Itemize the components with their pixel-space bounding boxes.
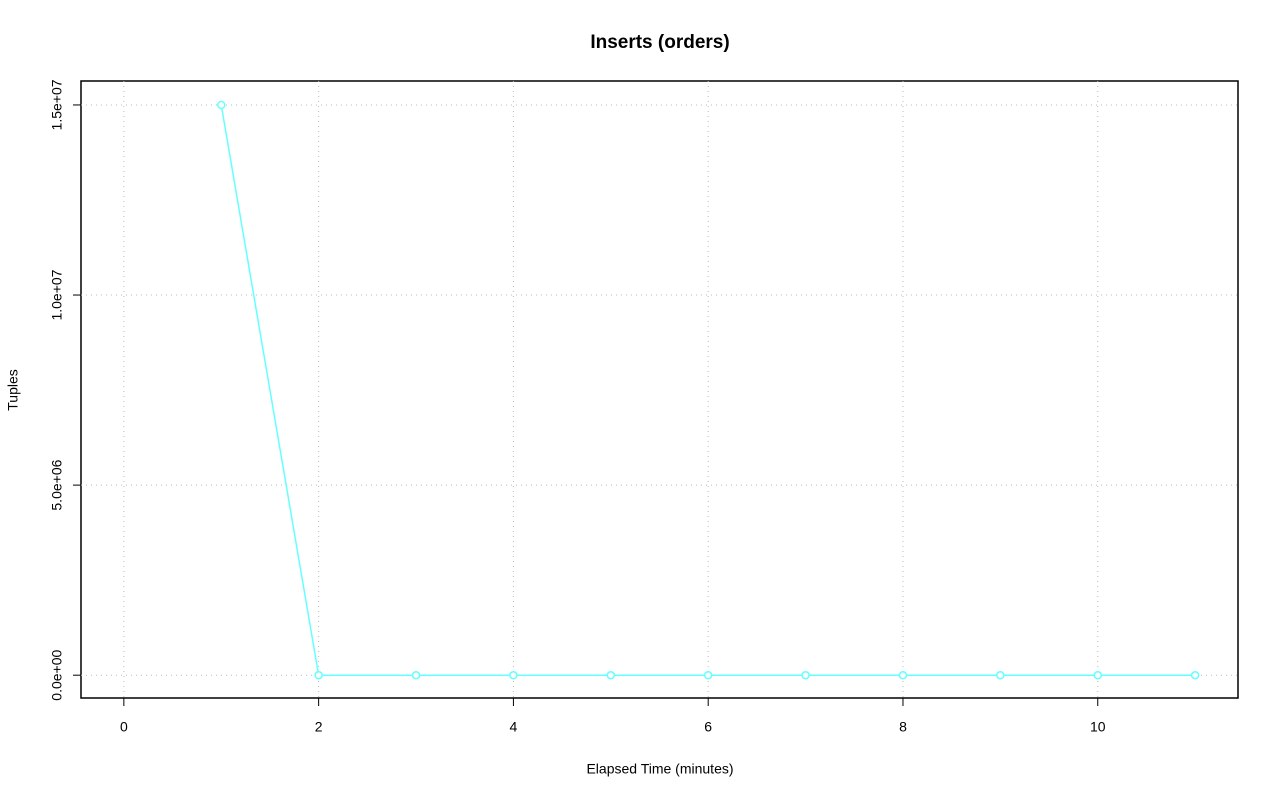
y-axis-label: Tuples: [5, 369, 21, 411]
data-point: [606, 670, 616, 680]
chart-title: Inserts (orders): [590, 32, 729, 53]
data-point: [411, 670, 421, 680]
y-tick-label: 1.5e+07: [49, 79, 65, 130]
data-point: [314, 670, 323, 680]
y-tick-label: 0.0e+00: [49, 649, 65, 700]
data-point: [1190, 670, 1200, 680]
data-point: [801, 670, 810, 680]
series-line: [220, 104, 1196, 676]
data-point: [216, 100, 226, 110]
data-point: [703, 670, 713, 680]
data-point: [898, 670, 908, 680]
x-tick-label: 10: [1090, 719, 1106, 735]
data-point: [996, 670, 1005, 680]
x-tick-label: 2: [315, 719, 323, 735]
x-tick-label: 0: [120, 719, 128, 735]
x-tick-label: 4: [510, 719, 518, 735]
plot-frame: [80, 80, 1239, 699]
x-tick-label: 8: [899, 719, 907, 735]
x-axis-label: Elapsed Time (minutes): [586, 761, 733, 777]
x-tick-label: 6: [704, 719, 712, 735]
data-point: [509, 670, 518, 680]
y-tick-label: 5.0e+06: [49, 459, 65, 510]
data-point: [1093, 670, 1103, 680]
y-tick-label: 1.0e+07: [49, 269, 65, 320]
